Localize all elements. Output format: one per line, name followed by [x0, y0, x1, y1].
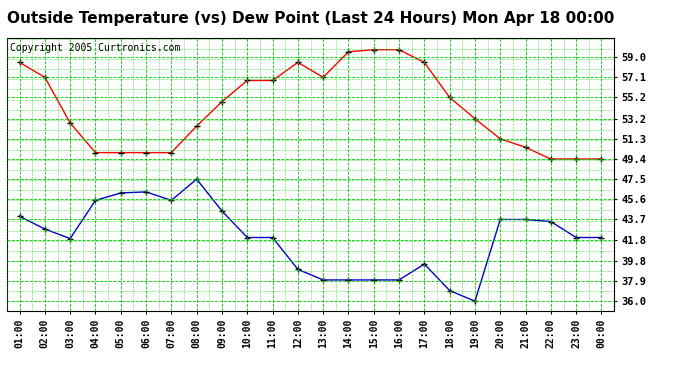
Text: Outside Temperature (vs) Dew Point (Last 24 Hours) Mon Apr 18 00:00: Outside Temperature (vs) Dew Point (Last… — [7, 11, 614, 26]
Text: Copyright 2005 Curtronics.com: Copyright 2005 Curtronics.com — [10, 43, 180, 53]
